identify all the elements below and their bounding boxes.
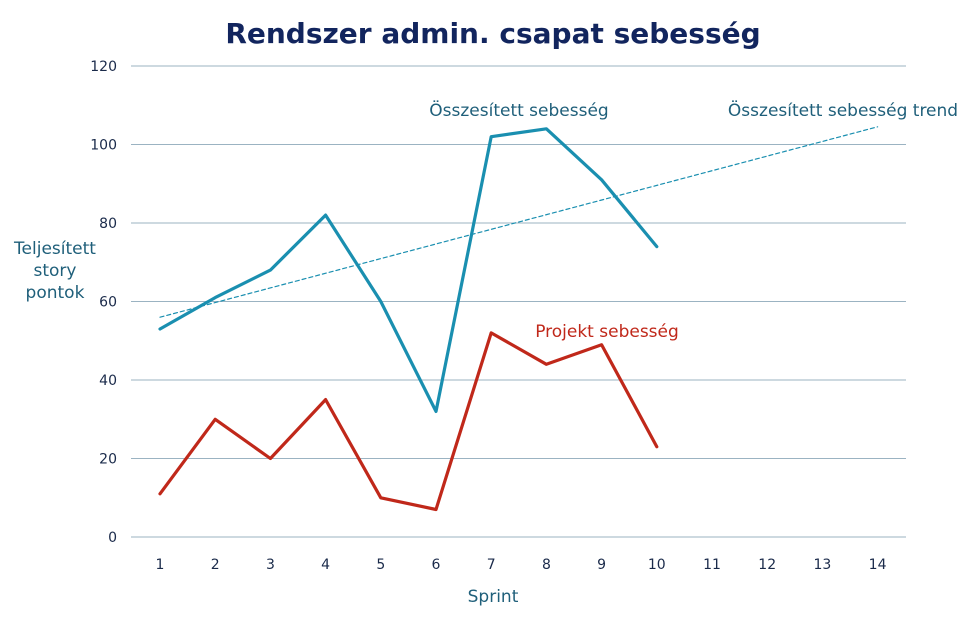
y-tick-label: 60 (99, 295, 117, 311)
y-tick-label: 120 (90, 59, 117, 75)
series-line (158, 331, 659, 512)
x-tick-label: 11 (703, 557, 721, 573)
series-label: Projekt sebesség (535, 322, 679, 342)
y-tick-label: 0 (108, 530, 117, 546)
trend-line (159, 126, 879, 318)
plot-area (158, 126, 879, 512)
series-label: Összesített sebesség (429, 99, 608, 121)
x-tick-label: 2 (211, 557, 220, 573)
x-tick-label: 5 (376, 557, 385, 573)
x-tick-label: 1 (156, 557, 165, 573)
series-line (158, 127, 659, 413)
y-axis-ticks: 0 20 40 60 80 100 120 (90, 59, 117, 546)
y-tick-label: 20 (99, 452, 117, 468)
x-tick-label: 8 (542, 557, 551, 573)
x-tick-label: 12 (758, 557, 776, 573)
x-axis-label: Sprint (468, 587, 519, 607)
x-tick-label: 13 (813, 557, 831, 573)
y-axis-label-line: Teljesített (13, 239, 96, 259)
x-tick-label: 4 (321, 557, 330, 573)
series-label: Összesített sebesség trend (728, 99, 958, 121)
x-axis-ticks: 1 2 3 4 5 6 7 8 9 10 11 12 13 14 (156, 557, 887, 573)
x-tick-label: 7 (487, 557, 496, 573)
series-labels: Összesített sebesség Projekt sebesség Össz… (429, 99, 958, 342)
x-tick-label: 6 (432, 557, 441, 573)
chart-title: Rendszer admin. csapat sebesség (225, 17, 760, 50)
y-axis-label-line: story (34, 261, 77, 281)
x-tick-label: 9 (597, 557, 606, 573)
x-tick-label: 14 (869, 557, 887, 573)
grid-lines (131, 65, 906, 538)
y-tick-label: 100 (90, 138, 117, 154)
y-axis-label-line: pontok (26, 283, 85, 303)
x-tick-label: 3 (266, 557, 275, 573)
x-tick-label: 10 (648, 557, 666, 573)
y-tick-label: 40 (99, 373, 117, 389)
y-tick-label: 80 (99, 216, 117, 232)
y-axis-label: Teljesített story pontok (13, 239, 96, 303)
